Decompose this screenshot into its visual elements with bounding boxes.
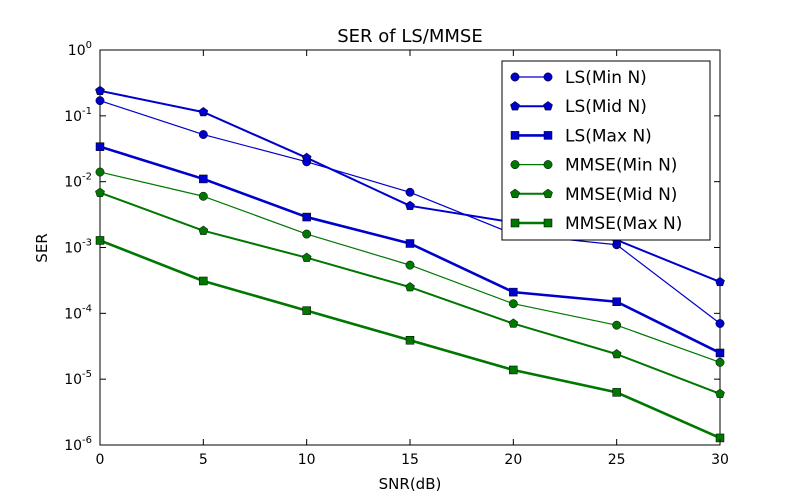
x-tick-label: 25	[608, 452, 626, 468]
legend-item: MMSE(Min N)	[510, 156, 677, 176]
y-tick-label: 100	[68, 40, 92, 59]
chart-title: SER of LS/MMSE	[337, 26, 482, 47]
series-layer	[95, 85, 725, 443]
y-tick-label: 10-5	[64, 369, 92, 388]
x-axis-title: SNR(dB)	[379, 475, 442, 493]
data-point	[508, 299, 518, 309]
legend-item: LS(Min N)	[510, 68, 647, 88]
legend-label: MMSE(Max N)	[565, 214, 682, 234]
legend: LS(Min N) LS(Mid N) LS(Max N) MMSE(Min N) MM…	[501, 60, 711, 241]
x-tick-label: 15	[401, 452, 419, 468]
legend-marker	[510, 188, 520, 198]
series-ls-max-n	[95, 142, 725, 358]
data-point	[715, 319, 725, 328]
x-tick-label: 10	[298, 452, 316, 468]
data-point	[199, 174, 208, 184]
data-point	[612, 297, 621, 306]
y-axis-title: SER	[33, 233, 51, 262]
data-point	[612, 320, 622, 330]
data-point	[198, 191, 208, 201]
legend-marker	[543, 72, 553, 82]
legend-item: LS(Max N)	[510, 126, 652, 146]
y-tick-label: 10-4	[64, 303, 92, 322]
series-mmse-max-n	[95, 236, 725, 443]
data-point	[405, 260, 415, 270]
legend-item: LS(Mid N)	[510, 97, 647, 117]
y-tick-label: 10-6	[64, 435, 92, 454]
x-tick-label: 30	[711, 452, 729, 468]
data-point	[301, 152, 312, 162]
legend-box	[501, 60, 711, 241]
data-point	[715, 276, 725, 287]
data-point	[95, 85, 105, 95]
legend-item: MMSE(Max N)	[510, 214, 682, 234]
data-point	[405, 239, 415, 248]
legend-item: MMSE(Mid N)	[510, 185, 677, 205]
data-point	[715, 388, 725, 398]
data-point	[302, 212, 311, 222]
data-point	[302, 229, 312, 239]
legend-label: MMSE(Min N)	[565, 156, 677, 176]
legend-label: LS(Min N)	[565, 68, 647, 88]
data-point	[95, 96, 105, 106]
data-point	[301, 252, 312, 262]
legend-label: LS(Max N)	[565, 126, 652, 146]
data-point	[302, 306, 311, 315]
data-point	[405, 200, 415, 210]
data-point	[715, 348, 725, 358]
data-point	[509, 365, 518, 375]
data-point	[509, 287, 518, 297]
data-point	[95, 187, 105, 197]
data-point	[405, 336, 415, 345]
data-point	[715, 357, 725, 367]
data-point	[611, 349, 622, 359]
data-point	[198, 225, 209, 235]
data-point	[199, 276, 208, 286]
legend-marker	[543, 188, 553, 198]
data-point	[198, 106, 209, 117]
legend-marker	[510, 218, 520, 228]
data-point	[612, 388, 621, 397]
x-tick-label: 20	[504, 452, 522, 468]
series-mmse-mid-n	[95, 187, 725, 398]
data-point	[95, 142, 105, 151]
legend-marker	[510, 72, 520, 82]
legend-marker	[543, 131, 553, 140]
data-point	[198, 130, 208, 139]
x-tick-label: 5	[199, 452, 208, 468]
legend-label: MMSE(Mid N)	[565, 185, 677, 205]
data-point	[95, 236, 105, 245]
legend-marker	[543, 218, 553, 228]
legend-label: LS(Mid N)	[565, 97, 647, 117]
data-point	[405, 187, 415, 197]
series-mmse-min-n	[95, 167, 725, 367]
y-tick-label: 10-1	[64, 106, 92, 125]
data-point	[508, 318, 519, 328]
legend-marker	[543, 160, 553, 170]
legend-marker	[543, 101, 553, 111]
data-point	[405, 282, 415, 292]
data-point	[95, 167, 105, 177]
tick-layer: 0 5 10 15 20 25 30 100 10-1 10-2 10-3 10-4 10-5 10-6	[64, 40, 729, 468]
legend-marker	[510, 101, 520, 111]
y-tick-label: 10-3	[64, 238, 92, 257]
y-tick-label: 10-2	[64, 172, 92, 191]
legend-marker	[510, 160, 520, 170]
legend-marker	[510, 131, 520, 140]
x-tick-label: 0	[96, 452, 105, 468]
